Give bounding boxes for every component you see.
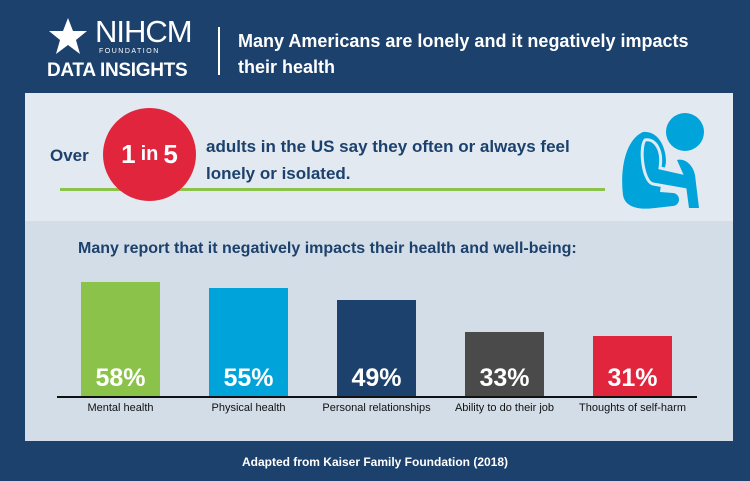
bar: 55% — [209, 288, 288, 397]
bar: 58% — [81, 282, 160, 397]
bar-value-label: 33% — [479, 363, 530, 392]
bar-value-label: 31% — [607, 363, 658, 392]
stat-prefix: Over — [50, 146, 89, 165]
category-label: Physical health — [211, 402, 286, 414]
bar: 49% — [337, 299, 416, 397]
header-divider — [218, 27, 220, 75]
category-label: Mental health — [87, 402, 154, 414]
chart-title: Many report that it negatively impacts t… — [78, 240, 577, 257]
logo-star-icon — [49, 18, 87, 54]
source-footer: Adapted from Kaiser Family Foundation (2… — [241, 455, 509, 469]
bar-value-label: 58% — [95, 363, 146, 392]
logo-tagline: DATA INSIGHTS — [47, 60, 188, 81]
logo-foundation: FOUNDATION — [99, 48, 160, 55]
chart-baseline — [57, 396, 697, 398]
page-title: Many Americans are lonely and it negativ… — [238, 31, 689, 77]
bar: 33% — [465, 331, 544, 397]
category-label: Thoughts of self-harm — [579, 402, 686, 414]
stat-text: adults in the US say they often or alway… — [206, 137, 570, 183]
stat-circle: 1 in 5 — [103, 108, 196, 201]
bar-value-label: 49% — [351, 363, 402, 392]
lonely-person-icon — [622, 113, 704, 209]
logo-name: NIHCM — [95, 14, 193, 49]
category-label: Personal relationships — [322, 402, 431, 414]
category-label: Ability to do their job — [454, 402, 555, 414]
stat-num2: 5 — [163, 139, 178, 169]
stat-underline — [60, 188, 605, 191]
stat-in: in — [140, 143, 159, 165]
stat-num1: 1 — [121, 139, 136, 169]
bar: 31% — [593, 335, 672, 397]
bar-value-label: 55% — [223, 363, 274, 392]
